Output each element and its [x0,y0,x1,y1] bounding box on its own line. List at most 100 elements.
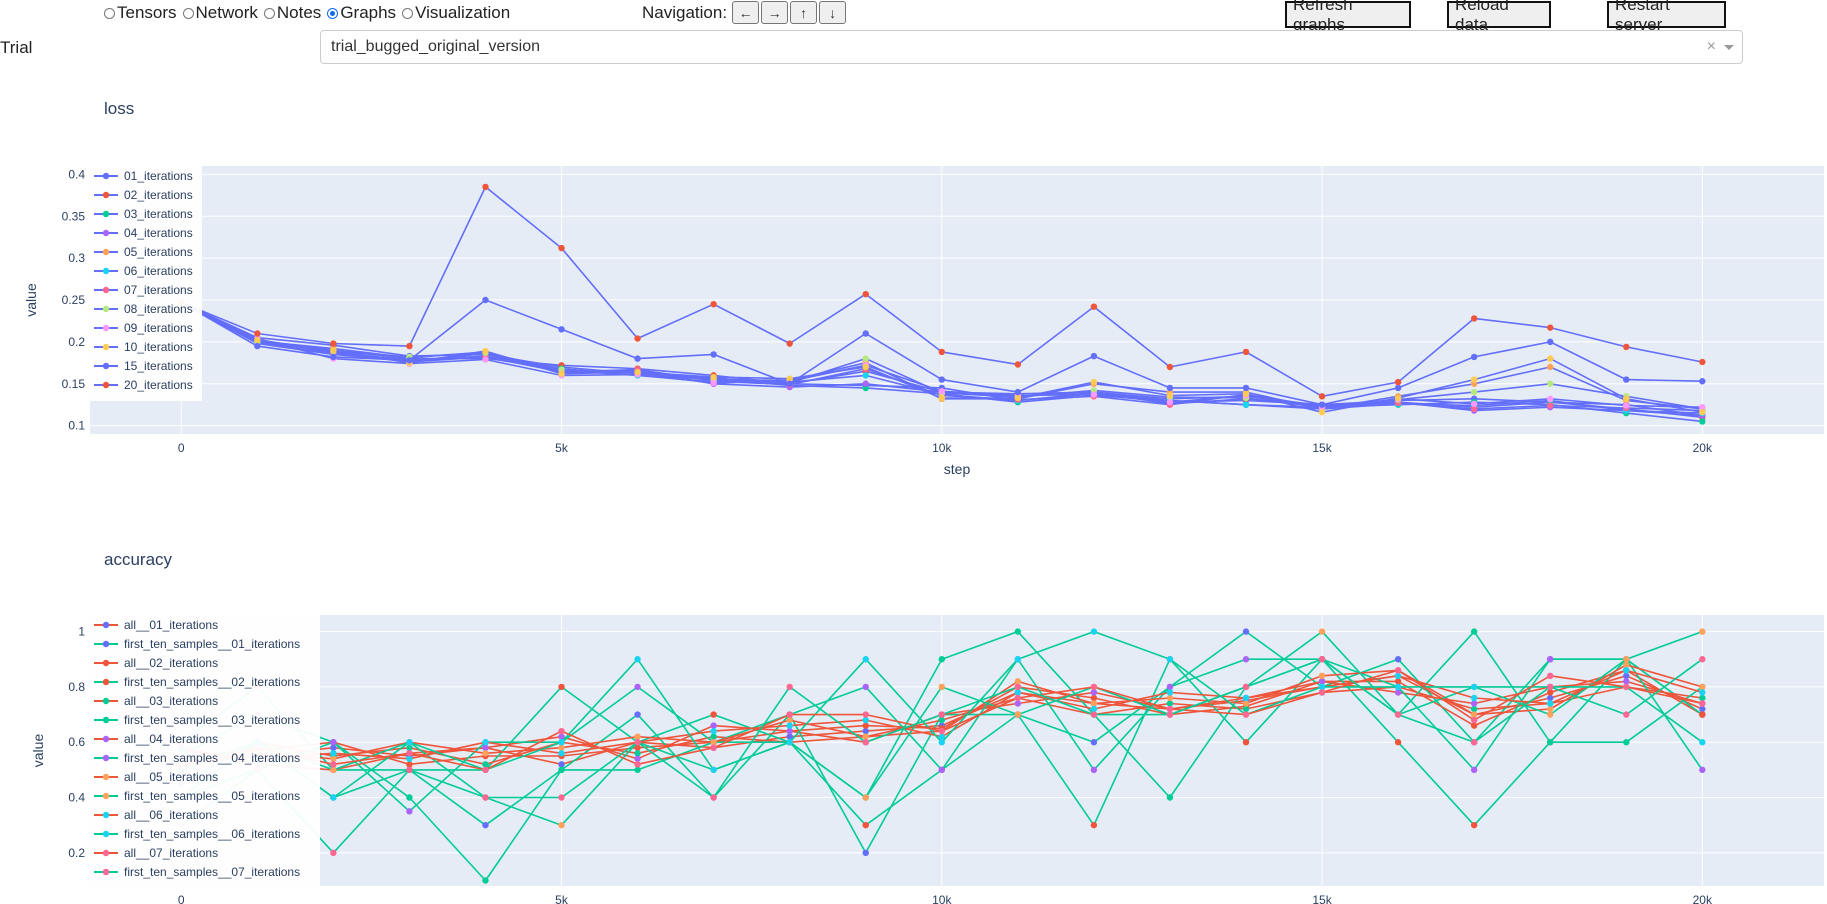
clear-icon[interactable]: × [1706,38,1716,55]
data-point-03_iterations [1699,418,1706,425]
data-point-all__05_iterations [1318,672,1326,680]
data-point-all__06_iterations [1394,672,1402,680]
data-point-first_ten_samples__04_iterations [1090,766,1098,774]
legend-swatch-marker [102,697,110,705]
data-point-first_ten_samples__03_iterations [1166,794,1174,801]
accuracy-chart: 0 5k 10k 15k 20k 0.2 0.4 0.6 0.8 1 value all__01_it… [30,612,1824,904]
legend-swatch-marker [102,830,110,838]
data-point-15_iterations [1470,353,1478,361]
data-point-08_iterations [1547,380,1554,387]
chevron-down-icon[interactable] [1724,44,1734,50]
legend-swatch-marker [102,640,110,648]
data-point-first_ten_samples__04_iterations [1699,766,1706,774]
legend-item-label: 04_iterations [124,226,193,240]
data-point-all__05_iterations [786,716,793,724]
data-point-first_ten_samples__02_iterations [1470,821,1478,829]
data-point-15_iterations [862,330,869,337]
data-point-10_iterations [1623,395,1630,403]
data-point-first_ten_samples__05_iterations [862,794,869,801]
nav-down-button[interactable]: ↓ [819,1,847,24]
data-point-08_iterations [1470,388,1478,396]
radio-tensors[interactable] [104,7,115,19]
y-tick-label: 0.35 [62,209,86,223]
tab-visualization[interactable]: Visualization [402,3,510,23]
legend-item-label: all__05_iterations [124,770,218,784]
data-point-all__03_iterations [938,716,945,724]
data-point-all__06_iterations [1699,689,1706,696]
data-point-first_ten_samples__03_iterations [938,656,945,663]
y-tick-label: 0.25 [62,293,86,307]
radio-graphs[interactable] [327,7,339,19]
restart-server-button[interactable]: Restart server [1607,0,1726,34]
data-point-10_iterations [1242,390,1250,397]
data-point-all__07_iterations [1547,672,1554,680]
data-point-all__06_iterations [1470,694,1478,702]
data-point-all__05_iterations [1470,711,1478,718]
nav-up-button[interactable]: ↑ [790,1,818,24]
data-point-15_iterations [1166,384,1174,392]
tab-network[interactable]: Network [182,3,258,23]
data-point-all__06_iterations [1090,705,1098,713]
nav-left-button[interactable]: ← [732,1,760,24]
legend-item-label: first_ten_samples__07_iterations [124,865,300,879]
data-point-first_ten_samples__07_iterations [330,849,337,857]
legend-item-label: first_ten_samples__03_iterations [124,713,300,727]
data-point-first_ten_samples__06_iterations [710,766,717,774]
legend-item-label: 09_iterations [124,321,193,335]
mode-tabs: Tensors Network Notes Graphs Visualizati… [104,3,516,23]
data-point-20_iterations [254,330,261,337]
tab-tensors[interactable]: Tensors [104,3,177,23]
data-point-all__07_iterations [406,750,413,757]
data-point-all__07_iterations [938,727,945,735]
y-tick-label: 0.2 [68,846,85,860]
legend-item-label: 20_iterations [124,378,193,392]
data-point-10_iterations [1699,409,1706,416]
data-point-10_iterations [1166,392,1174,399]
data-point-20_iterations [1394,378,1402,386]
data-point-04_iterations [862,380,869,387]
data-point-15_iterations [1394,384,1402,392]
data-point-first_ten_samples__02_iterations [1090,821,1098,829]
data-point-first_ten_samples__04_iterations [406,808,413,815]
data-point-all__04_iterations [558,733,565,740]
data-point-all__07_iterations [1242,711,1250,718]
data-point-all__06_iterations [938,733,945,740]
data-point-all__05_iterations [482,750,489,757]
reload-data-button[interactable]: Reload data [1447,0,1551,34]
legend-item-label: first_ten_samples__05_iterations [124,789,300,803]
data-point-all__06_iterations [558,750,565,757]
data-point-15_iterations [1014,388,1022,396]
data-point-07_iterations [1547,402,1554,409]
legend-swatch-marker [102,343,110,351]
nav-right-button[interactable]: → [761,1,789,24]
tab-tensors-label: Tensors [117,3,177,22]
data-point-first_ten_samples__02_iterations [862,821,869,829]
data-point-all__06_iterations [330,750,337,757]
data-point-first_ten_samples__07_iterations [1394,711,1402,718]
loss-chart-title: loss [104,99,135,118]
data-point-first_ten_samples__07_iterations [786,683,793,691]
legend-swatch-marker [102,754,110,762]
radio-notes[interactable] [263,7,275,19]
data-point-first_ten_samples__07_iterations [710,794,717,801]
y-tick-label: 0.1 [68,419,85,433]
data-point-20_iterations [1014,361,1022,368]
data-point-first_ten_samples__06_iterations [1699,739,1706,746]
refresh-graphs-button[interactable]: Refresh graphs [1285,0,1411,34]
navigation-label: Navigation: [642,2,728,22]
data-point-first_ten_samples__07_iterations [862,739,869,746]
data-point-all__04_iterations [1623,678,1630,685]
radio-network[interactable] [182,7,194,19]
tab-graphs[interactable]: Graphs [327,3,396,23]
data-point-all__01_iterations [1623,672,1630,680]
radio-visualization[interactable] [402,7,414,19]
data-point-all__01_iterations [1547,694,1554,702]
trial-select[interactable]: trial_bugged_original_version × [320,30,1743,64]
data-point-first_ten_samples__05_iterations [1547,711,1554,718]
legend-item-label: first_ten_samples__06_iterations [124,827,300,841]
data-point-15_iterations [406,357,413,364]
data-point-all__05_iterations [1623,661,1630,668]
legend-item-label: 02_iterations [124,188,193,202]
data-point-first_ten_samples__02_iterations [1699,711,1706,718]
tab-notes[interactable]: Notes [263,3,321,23]
